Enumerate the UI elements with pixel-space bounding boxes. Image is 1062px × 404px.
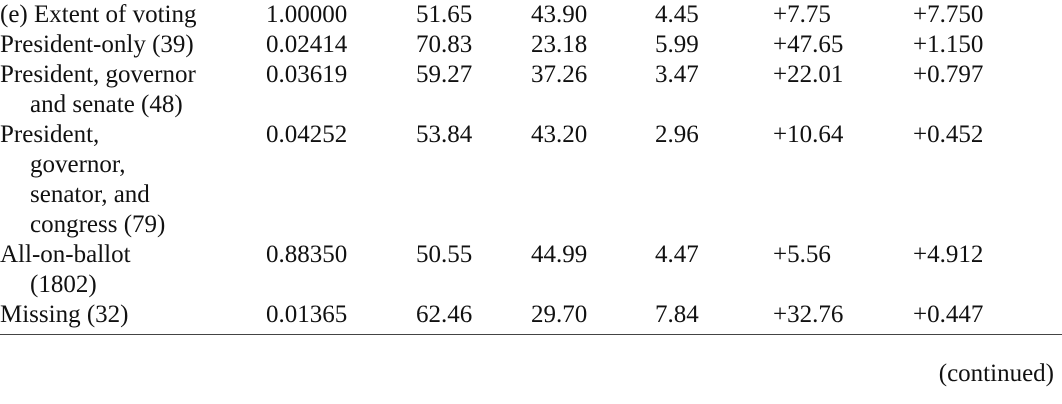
- cell-proportion: 0.03619: [266, 61, 348, 88]
- cell-proportion: 0.01365: [266, 300, 416, 335]
- cell-value: 59.27: [416, 61, 473, 88]
- table-row: President, governor and senate (48) 0.03…: [0, 60, 1062, 120]
- label-line: President-only (39): [0, 31, 194, 58]
- cell-value: 43.20: [531, 121, 588, 148]
- cell-contribution: +1.150: [913, 31, 984, 58]
- results-table-container: (e) Extent of voting 1.00000 51.65 43.90…: [0, 0, 1062, 335]
- table-row: All-on-ballot (1802) 0.88350 50.55 44.99…: [0, 240, 1062, 300]
- cell-proportion: 1.00000: [266, 1, 348, 28]
- cell-value: 70.83: [416, 31, 473, 58]
- row-label: Missing (32): [0, 300, 266, 335]
- label-line: (1802): [30, 271, 97, 298]
- cell-value: 43.90: [531, 1, 588, 28]
- cell-proportion: 0.04252: [266, 121, 348, 148]
- results-table: (e) Extent of voting 1.00000 51.65 43.90…: [0, 0, 1062, 335]
- cell-value: 44.99: [531, 241, 588, 268]
- cell-margin: +32.76: [773, 300, 913, 335]
- cell-value: 5.99: [655, 31, 699, 58]
- label-line: (e) Extent of voting: [0, 1, 197, 28]
- cell-margin: +5.56: [773, 241, 831, 268]
- cell-value: 3.47: [655, 61, 699, 88]
- table-row: President, governor, senator, and congre…: [0, 120, 1062, 240]
- label-line: and senate (48): [30, 91, 183, 118]
- cell-value: 29.70: [531, 300, 655, 335]
- cell-margin: +47.65: [773, 31, 844, 58]
- cell-value: 4.45: [655, 1, 699, 28]
- row-label: President, governor, senator, and congre…: [0, 120, 266, 240]
- cell-contribution: +7.750: [913, 1, 984, 28]
- table-row: Missing (32) 0.01365 62.46 29.70 7.84 +3…: [0, 300, 1062, 335]
- label-line: congress (79): [30, 211, 166, 238]
- row-label: President, governor and senate (48): [0, 60, 266, 120]
- table-row: President-only (39) 0.02414 70.83 23.18 …: [0, 30, 1062, 60]
- cell-value: 62.46: [416, 300, 531, 335]
- label-line: senator, and: [30, 181, 150, 208]
- cell-value: 23.18: [531, 31, 588, 58]
- cell-value: 4.47: [655, 241, 699, 268]
- cell-contribution: +0.452: [913, 121, 984, 148]
- cell-margin: +22.01: [773, 61, 844, 88]
- cell-value: 50.55: [416, 241, 473, 268]
- row-label: All-on-ballot (1802): [0, 240, 266, 300]
- cell-proportion: 0.02414: [266, 31, 348, 58]
- cell-value: 37.26: [531, 61, 588, 88]
- row-label: President-only (39): [0, 30, 266, 60]
- continued-note: (continued): [938, 360, 1054, 387]
- label-line: All-on-ballot: [0, 241, 131, 268]
- cell-margin: +7.75: [773, 1, 831, 28]
- cell-contribution: +0.447: [913, 300, 1062, 335]
- cell-value: 2.96: [655, 121, 699, 148]
- cell-value: 51.65: [416, 1, 473, 28]
- cell-margin: +10.64: [773, 121, 844, 148]
- table-row: (e) Extent of voting 1.00000 51.65 43.90…: [0, 0, 1062, 30]
- label-line: President, governor: [0, 61, 196, 88]
- label-line: Missing (32): [0, 301, 129, 328]
- cell-contribution: +0.797: [913, 61, 984, 88]
- label-line: President,: [0, 121, 100, 148]
- label-line: governor,: [30, 151, 126, 178]
- cell-value: 7.84: [655, 300, 773, 335]
- cell-proportion: 0.88350: [266, 241, 348, 268]
- cell-contribution: +4.912: [913, 241, 984, 268]
- cell-value: 53.84: [416, 121, 473, 148]
- row-label: (e) Extent of voting: [0, 0, 266, 30]
